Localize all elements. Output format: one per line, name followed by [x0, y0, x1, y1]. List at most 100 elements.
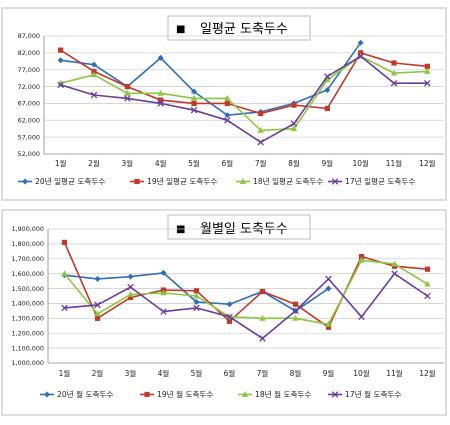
data-point	[124, 83, 130, 90]
legend-marker	[239, 178, 247, 184]
x-tick-label: 2월	[88, 158, 100, 168]
legend-marker	[331, 391, 339, 398]
data-point	[325, 324, 332, 330]
data-point	[124, 95, 131, 102]
data-point	[91, 61, 97, 68]
y-tick-label: 1,300,000	[11, 315, 44, 323]
series-s17	[57, 52, 431, 146]
data-point	[190, 94, 198, 101]
chart-title: 월별일 도축두수	[200, 222, 288, 237]
data-point	[325, 275, 332, 283]
data-point	[292, 307, 299, 315]
y-tick-label: 1,000,000	[11, 359, 44, 367]
legend-entry: 17년 월 도축두수	[328, 389, 401, 399]
x-tick-label: 11월	[386, 368, 403, 378]
data-point	[160, 308, 167, 315]
x-tick-label: 7월	[255, 158, 267, 168]
data-point	[324, 86, 331, 93]
y-tick-label: 1,700,000	[11, 255, 44, 263]
x-tick-label: 5월	[188, 158, 200, 168]
data-point	[257, 127, 264, 133]
data-point	[325, 285, 332, 292]
data-point	[357, 52, 364, 60]
data-point	[390, 79, 398, 87]
series-line	[63, 242, 428, 329]
data-point	[61, 270, 68, 277]
data-point	[391, 260, 398, 267]
data-point	[127, 291, 134, 297]
data-point	[94, 301, 101, 309]
legend-entry: 18년 월 도축두수	[238, 389, 311, 399]
legend-marker	[331, 178, 339, 185]
y-tick-label: 1,500,000	[11, 285, 44, 293]
y-tick-label: 1,900,000	[11, 225, 44, 233]
data-point	[90, 71, 98, 78]
legend-label: 19년 월 도축두수	[157, 389, 213, 399]
y-tick-label: 57,000	[18, 133, 40, 141]
data-point	[57, 81, 64, 89]
data-point	[61, 239, 68, 245]
y-tick-label: 1,600,000	[11, 270, 44, 278]
data-point	[358, 313, 365, 321]
data-point	[424, 280, 431, 287]
data-point	[191, 100, 197, 107]
legend-label: 18년 일평균 도축두수	[253, 176, 323, 186]
x-tick-label: 6월	[224, 368, 236, 378]
data-point	[292, 301, 299, 307]
legend-entry: 20년 일평균 도축두수	[18, 176, 105, 186]
x-tick-label: 8월	[290, 368, 302, 378]
legend-entry: 19년 일평균 도축두수	[130, 176, 217, 186]
series-line	[60, 55, 428, 143]
data-point	[290, 125, 298, 132]
y-tick-label: 1,100,000	[11, 344, 44, 352]
data-point	[391, 270, 398, 277]
data-point	[324, 76, 331, 83]
data-point	[127, 294, 134, 301]
legend-marker	[144, 391, 150, 398]
x-tick-label: 12월	[419, 368, 436, 378]
legend-marker	[44, 391, 50, 398]
data-point	[226, 313, 233, 321]
data-point	[57, 57, 64, 64]
series-line	[60, 55, 428, 132]
legend-marker	[134, 178, 140, 185]
x-tick-label: 9월	[323, 368, 335, 378]
data-point	[325, 320, 332, 327]
data-point	[191, 88, 197, 95]
data-point	[290, 120, 298, 127]
x-tick-label: 10월	[353, 368, 370, 378]
y-tick-label: 62,000	[18, 116, 40, 124]
legend-label: 19년 일평균 도축두수	[147, 176, 217, 186]
monthly-total-chart: ■ 월별일 도축두수 1,000,000 1,100,000 1,200,000 1,30…	[1, 209, 447, 416]
data-point	[224, 94, 231, 101]
x-tick-label: 6월	[221, 158, 233, 168]
legend-label: 20년 월 도축두수	[57, 389, 113, 399]
chart-title-box	[167, 214, 311, 240]
legend-label: 20년 일평균 도축두수	[35, 176, 105, 186]
y-tick-label: 72,000	[18, 83, 40, 91]
legend-entry: 17년 일평균 도축두수	[328, 176, 415, 186]
data-point	[424, 79, 431, 87]
data-point	[358, 256, 365, 263]
data-point	[424, 63, 430, 69]
data-point	[424, 68, 431, 74]
data-point	[224, 100, 230, 107]
title-bullet-icon: ■	[176, 24, 185, 35]
series-line	[60, 49, 428, 115]
data-point	[190, 106, 198, 114]
y-tick-label: 87,000	[18, 32, 40, 40]
data-point	[193, 292, 200, 299]
data-point	[291, 102, 297, 108]
x-tick-label: 11월	[386, 158, 403, 168]
data-point	[259, 335, 266, 342]
legend-entry: 20년 월 도축두수	[40, 389, 113, 399]
data-point	[61, 304, 68, 312]
x-tick-label: 1월	[55, 158, 67, 168]
data-point	[224, 117, 231, 124]
data-point	[157, 54, 164, 61]
data-point	[226, 301, 233, 308]
y-tick-label: 67,000	[18, 100, 40, 108]
x-tick-label: 3월	[121, 158, 133, 168]
data-point	[193, 288, 200, 294]
